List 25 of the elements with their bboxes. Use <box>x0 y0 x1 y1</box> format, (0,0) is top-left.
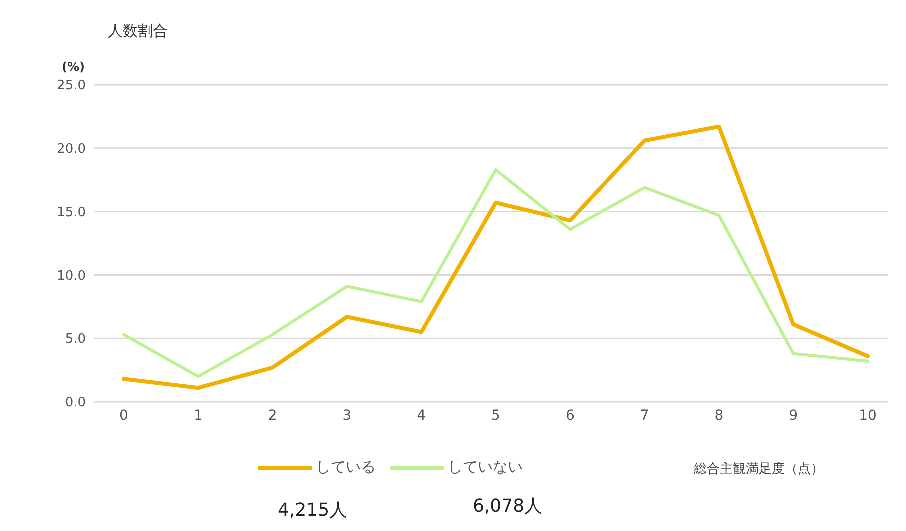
line-series <box>122 168 870 378</box>
text: 6,078人 <box>473 495 543 518</box>
x-tick-label: 1 <box>194 408 203 424</box>
x-tick-label: 6 <box>566 408 575 424</box>
y-tick-label: 0.0 <box>65 396 86 411</box>
x-tick-label: 3 <box>342 408 352 424</box>
x-tick-label: 7 <box>640 408 650 424</box>
x-tick-label: 10 <box>859 408 877 424</box>
text: 4,215人 <box>278 499 348 522</box>
x-tick-label: 8 <box>714 408 724 424</box>
x-tick-label: 0 <box>120 408 128 424</box>
legend-label: していない <box>448 458 523 477</box>
x-tick-label: 4 <box>417 408 426 424</box>
y-tick-label: 25.0 <box>57 78 86 94</box>
x-tick-label: 2 <box>268 408 278 424</box>
y-tick-label: 10.0 <box>57 268 86 284</box>
x-tick-label: 5 <box>492 408 500 424</box>
y-tick-label: 20.0 <box>57 142 86 158</box>
y-tick-label: 5.0 <box>65 332 86 348</box>
legend-label: している <box>316 458 376 477</box>
x-axis-title: 総合主観満足度（点） <box>694 461 824 478</box>
x-tick-label: 9 <box>789 408 798 424</box>
y-tick-label: 15.0 <box>57 205 86 220</box>
text: 人数割合 (%) <box>62 22 168 74</box>
line-series <box>122 124 870 390</box>
